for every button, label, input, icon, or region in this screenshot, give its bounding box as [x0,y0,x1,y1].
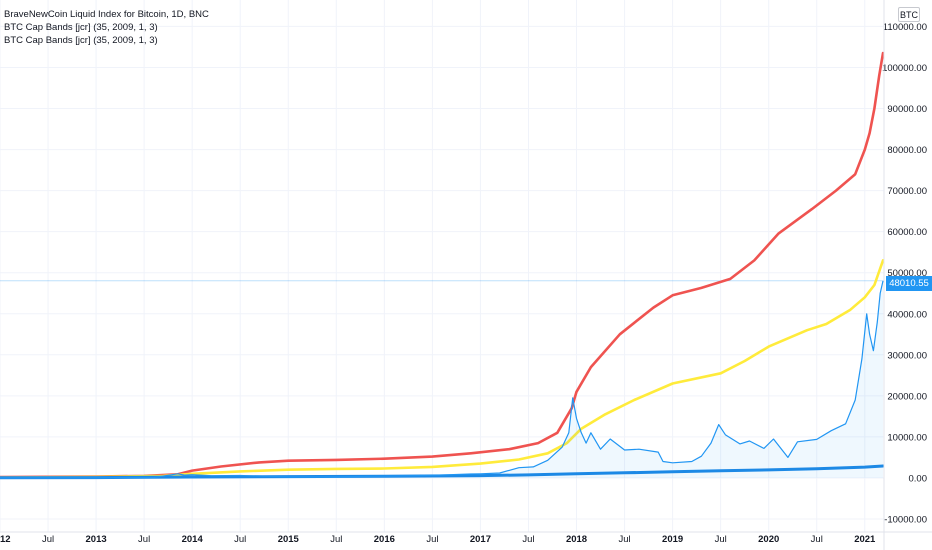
x-tick-label: Jul [234,534,246,545]
upper-band-line [0,51,885,479]
x-tick-label: 2021 [854,534,876,545]
x-tick-label: 2014 [182,534,204,545]
price-area-fill [0,280,883,478]
x-tick-label: Jul [811,534,823,545]
x-tick-label: Jul [522,534,534,545]
y-tick-label: 70000.00 [887,186,927,197]
x-tick-label: 2015 [278,534,300,545]
x-tick-label: Jul [618,534,630,545]
y-tick-label: 50000.00 [887,268,927,279]
price-line [0,280,884,479]
price-axis[interactable]: 110000.00 100000.00 90000.00 80000.00 70000.… [882,0,927,550]
x-tick-label: 2017 [470,534,491,545]
x-tick-label: 2013 [86,534,107,545]
symbol-label[interactable]: BTC [898,7,920,22]
y-tick-label: 10000.00 [887,432,927,443]
y-tick-label: 40000.00 [887,309,927,320]
x-tick-label: 2016 [374,534,395,545]
x-tick-label: Jul [42,534,54,545]
x-tick-label: Jul [426,534,438,545]
y-tick-label: -10000.00 [884,515,927,526]
y-tick-label: 110000.00 [883,22,927,33]
x-tick-label: 2012 [0,534,11,545]
chart-legend: BraveNewCoin Liquid Index for Bitcoin, 1… [4,8,209,47]
y-tick-label: 80000.00 [887,145,927,156]
last-price-label: 48010.55 [886,276,932,291]
y-tick-label: 20000.00 [887,391,927,402]
x-tick-label: Jul [138,534,150,545]
y-tick-label: 90000.00 [887,104,927,115]
lower-band-line [0,464,885,480]
x-tick-label: 2019 [662,534,683,545]
y-tick-label: 0.00 [909,473,928,484]
x-tick-label: 2018 [566,534,587,545]
series-layer [0,51,885,480]
x-tick-label: Jul [330,534,342,545]
time-axis[interactable]: 2012 Jul 2013 Jul 2014 Jul 2015 Jul 2016 Jul 2017 J… [0,531,932,545]
y-tick-label: 30000.00 [887,350,927,361]
y-tick-label: 60000.00 [887,227,927,238]
legend-indicator[interactable]: BTC Cap Bands [jcr] (35, 2009, 1, 3) [4,35,158,46]
x-tick-label: Jul [715,534,727,545]
y-tick-label: 100000.00 [882,63,927,74]
x-tick-label: 2020 [758,534,779,545]
legend-indicator[interactable]: BTC Cap Bands [jcr] (35, 2009, 1, 3) [4,22,158,33]
legend-title[interactable]: BraveNewCoin Liquid Index for Bitcoin, 1… [4,9,209,20]
middle-band-line [0,259,885,479]
